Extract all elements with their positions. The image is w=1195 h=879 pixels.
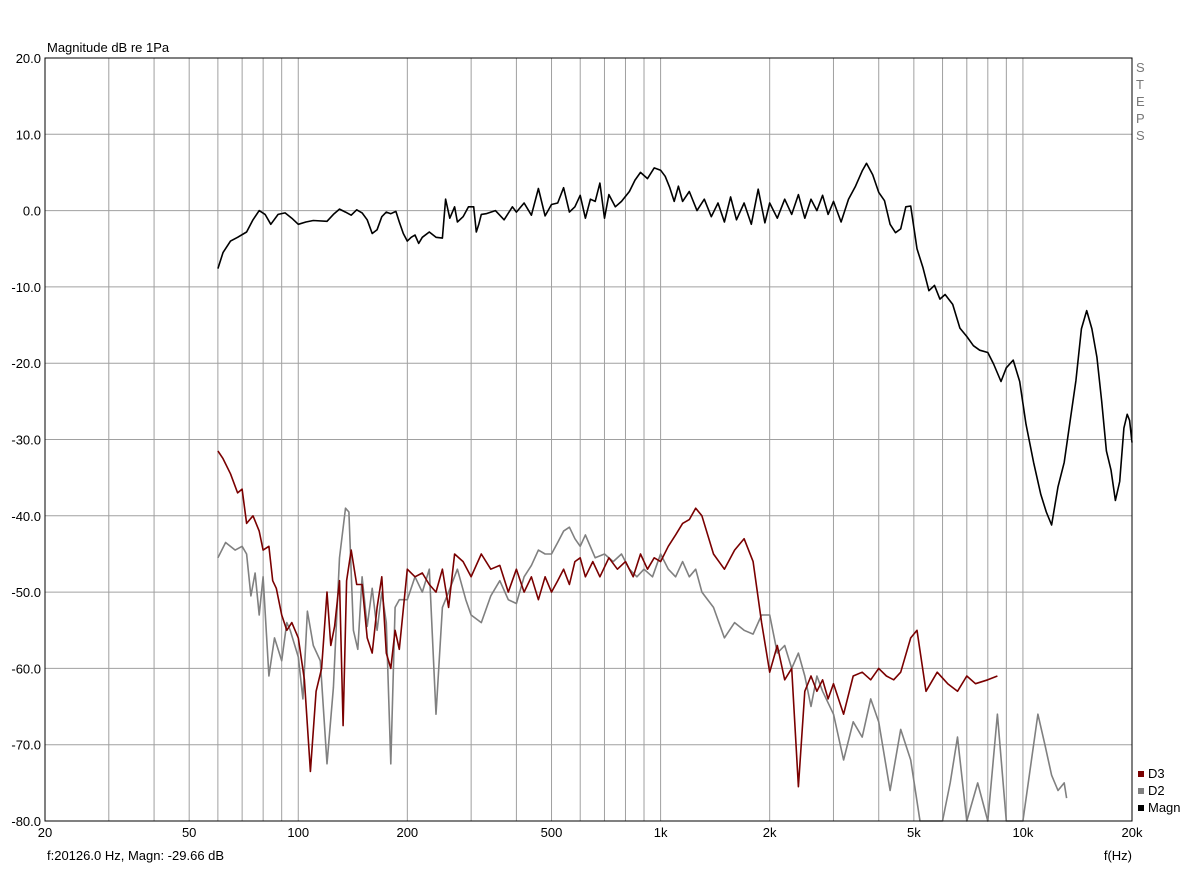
x-tick-label: 50 [182,825,196,840]
x-tick-label: 200 [396,825,418,840]
x-tick-label: 10k [1012,825,1033,840]
legend-swatch-magn [1138,805,1144,811]
y-tick-label: -70.0 [11,738,41,753]
y-tick-label: -10.0 [11,280,41,295]
x-tick-label: 20 [38,825,52,840]
legend-swatch-d3 [1138,771,1144,777]
series-line-d2 [217,507,1068,822]
y-axis-label: Magnitude dB re 1Pa [47,40,170,55]
series-lines [217,162,1133,822]
x-tick-label: 100 [287,825,309,840]
y-tick-label: -50.0 [11,585,41,600]
x-tick-label: 5k [907,825,921,840]
y-tick-label: 10.0 [16,127,41,142]
series-line-d3 [217,450,998,788]
x-tick-label: 1k [654,825,668,840]
series-line-magn [217,162,1133,526]
legend-label-d2: D2 [1148,783,1165,798]
y-tick-label: -60.0 [11,661,41,676]
x-axis-label: f(Hz) [1104,848,1132,863]
legend: D3 D2 Magn [1138,766,1181,815]
x-tick-label: 20k [1122,825,1143,840]
y-tick-label: 0.0 [23,204,41,219]
y-tick-label: -40.0 [11,509,41,524]
cursor-readout: f:20126.0 Hz, Magn: -29.66 dB [47,848,224,863]
x-tick-labels: 20 50 100 200 500 1k 2k 5k 10k 20k [38,825,1143,840]
y-tick-label: -80.0 [11,814,41,829]
grid [45,58,1132,821]
plot-frame [44,57,1133,822]
y-tick-label: -20.0 [11,356,41,371]
y-tick-label: 20.0 [16,51,41,66]
legend-label-magn: Magn [1148,800,1181,815]
x-tick-label: 2k [763,825,777,840]
legend-swatch-d2 [1138,788,1144,794]
legend-label-d3: D3 [1148,766,1165,781]
x-tick-label: 500 [541,825,563,840]
y-tick-labels: 20.0 10.0 0.0 -10.0 -20.0 -30.0 -40.0 -50.0 -60.… [11,51,41,829]
y-tick-label: -30.0 [11,433,41,448]
